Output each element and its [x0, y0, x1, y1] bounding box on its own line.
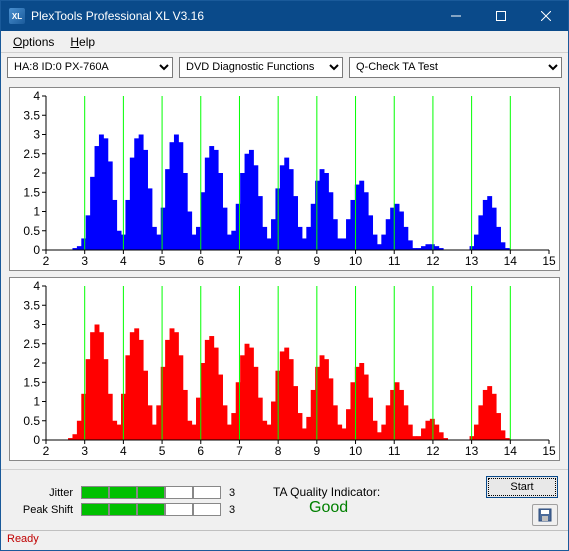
title-bar: XL PlexTools Professional XL V3.16 [1, 1, 568, 31]
svg-text:7: 7 [236, 254, 243, 268]
svg-text:15: 15 [542, 254, 556, 268]
svg-text:2.5: 2.5 [23, 147, 40, 161]
minimize-button[interactable] [433, 1, 478, 31]
app-logo-icon: XL [9, 8, 25, 24]
svg-text:3.5: 3.5 [23, 108, 40, 122]
svg-text:11: 11 [388, 444, 401, 458]
svg-text:8: 8 [275, 254, 282, 268]
svg-text:2.5: 2.5 [23, 337, 40, 351]
close-button[interactable] [523, 1, 568, 31]
svg-text:0: 0 [33, 243, 40, 257]
svg-text:15: 15 [542, 444, 556, 458]
quality-value: Good [309, 499, 348, 516]
svg-text:9: 9 [314, 254, 321, 268]
jitter-bar [81, 486, 221, 499]
svg-text:12: 12 [426, 254, 440, 268]
peak-shift-bar [81, 503, 221, 516]
svg-text:6: 6 [197, 254, 204, 268]
svg-text:10: 10 [349, 444, 363, 458]
jitter-value: 3 [229, 487, 245, 499]
svg-text:4: 4 [33, 89, 40, 103]
start-button[interactable]: Start [486, 476, 558, 498]
jitter-label: Jitter [11, 487, 73, 499]
chart-bottom: 0 0.5 1 1.5 2 2.5 3 3.5 4 2 3 4 5 6 7 8 9 10 11 12 13 14 15 [9, 277, 560, 461]
quality-indicator: TA Quality Indicator: Good [273, 485, 380, 517]
svg-text:4: 4 [33, 279, 40, 293]
svg-text:3: 3 [81, 254, 88, 268]
svg-text:2: 2 [43, 444, 50, 458]
svg-text:3: 3 [33, 318, 40, 332]
svg-text:2: 2 [33, 166, 40, 180]
svg-text:0.5: 0.5 [23, 414, 40, 428]
svg-text:13: 13 [465, 444, 479, 458]
chart-top: 0 0.5 1 1.5 2 2.5 3 3.5 4 2 3 4 5 6 7 8 9 10 11 12 13 14 15 [9, 87, 560, 271]
svg-text:4: 4 [120, 254, 127, 268]
svg-text:5: 5 [159, 254, 166, 268]
svg-text:1.5: 1.5 [23, 375, 40, 389]
test-select[interactable]: Q-Check TA Test [349, 57, 562, 78]
device-select[interactable]: HA:8 ID:0 PX-760A [7, 57, 173, 78]
svg-text:10: 10 [349, 254, 363, 268]
maximize-button[interactable] [478, 1, 523, 31]
svg-text:1: 1 [33, 205, 40, 219]
save-icon-button[interactable] [532, 504, 558, 526]
svg-text:14: 14 [504, 254, 518, 268]
svg-text:0: 0 [33, 433, 40, 447]
svg-text:3.5: 3.5 [23, 298, 40, 312]
svg-text:13: 13 [465, 254, 479, 268]
svg-text:12: 12 [426, 444, 440, 458]
svg-text:7: 7 [236, 444, 243, 458]
peak-shift-value: 3 [229, 504, 245, 516]
menu-bar: Options Help [1, 31, 568, 53]
status-bar: Ready [1, 530, 568, 550]
svg-text:3: 3 [81, 444, 88, 458]
menu-options[interactable]: Options [7, 33, 60, 51]
quality-label: TA Quality Indicator: [273, 485, 380, 499]
svg-text:8: 8 [275, 444, 282, 458]
svg-text:11: 11 [388, 254, 401, 268]
chart-area: 00.511.522.533.5423456789101112131415 00… [1, 81, 568, 469]
svg-text:1.5: 1.5 [23, 185, 40, 199]
svg-text:2: 2 [43, 254, 50, 268]
svg-text:4: 4 [120, 444, 127, 458]
svg-text:3: 3 [33, 128, 40, 142]
function-select[interactable]: DVD Diagnostic Functions [179, 57, 343, 78]
svg-text:0.5: 0.5 [23, 224, 40, 238]
menu-help[interactable]: Help [64, 33, 101, 51]
toolbar: HA:8 ID:0 PX-760A DVD Diagnostic Functio… [1, 53, 568, 81]
svg-text:2: 2 [33, 356, 40, 370]
metrics-panel: Jitter 3 Peak Shift 3 TA Quality Indicat… [1, 469, 568, 530]
window-title: PlexTools Professional XL V3.16 [31, 9, 433, 23]
svg-text:9: 9 [314, 444, 321, 458]
svg-text:14: 14 [504, 444, 518, 458]
svg-text:1: 1 [33, 395, 40, 409]
svg-text:5: 5 [159, 444, 166, 458]
peak-shift-label: Peak Shift [11, 504, 73, 516]
svg-text:6: 6 [197, 444, 204, 458]
